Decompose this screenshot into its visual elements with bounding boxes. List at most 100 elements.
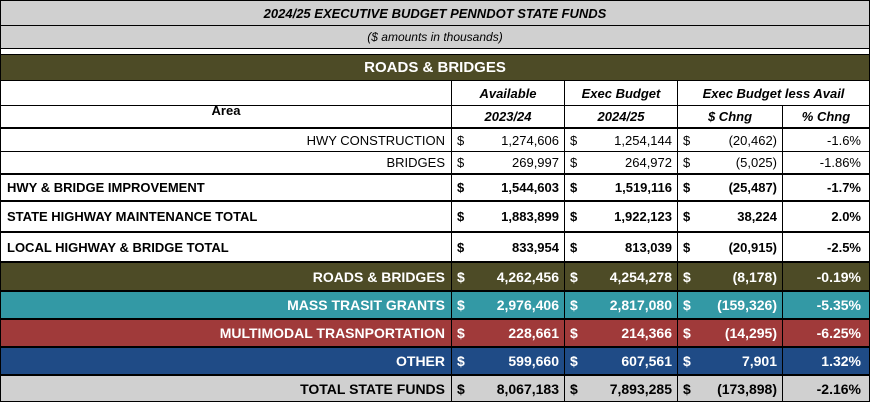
pct-value: 1.32% bbox=[821, 353, 861, 369]
exec-value: 1,922,123 bbox=[614, 209, 672, 224]
row-label: BRIDGES bbox=[1, 152, 452, 173]
currency-sign: $ bbox=[570, 132, 578, 148]
row-available: $228,661 bbox=[452, 320, 565, 346]
row-available: $269,997 bbox=[452, 152, 565, 173]
table-row: STATE HIGHWAY MAINTENANCE TOTAL $1,883,8… bbox=[1, 202, 869, 233]
currency-sign: $ bbox=[683, 380, 691, 397]
currency-sign: $ bbox=[457, 353, 465, 369]
exec-value: 4,254,278 bbox=[609, 268, 672, 285]
currency-sign: $ bbox=[570, 239, 578, 255]
exec-value: 607,561 bbox=[621, 353, 672, 369]
row-label: MASS TRASIT GRANTS bbox=[1, 292, 452, 318]
currency-sign: $ bbox=[457, 155, 465, 170]
currency-sign: $ bbox=[570, 325, 578, 341]
row-change: $7,901 bbox=[678, 348, 783, 374]
row-change: $ (14,295) bbox=[678, 320, 783, 346]
pct-value: -6.25% bbox=[816, 325, 861, 341]
header-exec-budget: Exec Budget bbox=[565, 81, 678, 105]
currency-sign: $ bbox=[683, 209, 691, 224]
currency-sign: $ bbox=[683, 325, 691, 341]
exec-value: 2,817,080 bbox=[609, 297, 672, 313]
row-pct: 2.0% bbox=[783, 202, 869, 231]
currency-sign: $ bbox=[683, 268, 691, 285]
spacer bbox=[1, 49, 869, 55]
table-row: MULTIMODAL TRASNPORTATION $228,661 $214,… bbox=[1, 320, 869, 348]
currency-sign: $ bbox=[457, 132, 465, 148]
row-change: $38,224 bbox=[678, 202, 783, 231]
header-year-next-label: 2024/25 bbox=[597, 109, 645, 124]
change-value: (14,295) bbox=[724, 325, 777, 341]
header-area-blank bbox=[1, 81, 452, 105]
available-value: 1,883,899 bbox=[501, 209, 559, 224]
currency-sign: $ bbox=[570, 297, 578, 313]
exec-value: 264,972 bbox=[625, 155, 672, 170]
row-label: OTHER bbox=[1, 348, 452, 374]
currency-sign: $ bbox=[457, 239, 465, 255]
header-exec-less-avail-label: Exec Budget less Avail bbox=[702, 85, 845, 101]
header-year-next: 2024/25 bbox=[565, 106, 678, 127]
subtitle-text: ($ amounts in thousands) bbox=[367, 30, 503, 44]
change-value: (20,915) bbox=[728, 239, 777, 255]
table-row: TOTAL STATE FUNDS $8,067,183 $7,893,285 … bbox=[1, 376, 869, 401]
change-value: (8,178) bbox=[732, 268, 777, 285]
row-label: HWY & BRIDGE IMPROVEMENT bbox=[1, 175, 452, 200]
pct-value: -0.19% bbox=[816, 268, 861, 285]
table-row: OTHER $599,660 $607,561 $7,901 1.32% bbox=[1, 348, 869, 376]
currency-sign: $ bbox=[570, 209, 578, 224]
row-label: MULTIMODAL TRASNPORTATION bbox=[1, 320, 452, 346]
pct-value: -2.16% bbox=[816, 380, 861, 397]
table-subtitle: ($ amounts in thousands) bbox=[1, 26, 869, 49]
row-label-text: MASS TRASIT GRANTS bbox=[287, 297, 445, 313]
row-available: $833,954 bbox=[452, 233, 565, 261]
change-value: (25,487) bbox=[728, 180, 777, 195]
row-exec: $7,893,285 bbox=[565, 376, 678, 401]
currency-sign: $ bbox=[457, 297, 465, 313]
row-available: $1,544,603 bbox=[452, 175, 565, 200]
table-row: MASS TRASIT GRANTS $2,976,406 $2,817,080… bbox=[1, 292, 869, 320]
row-exec: $4,254,278 bbox=[565, 263, 678, 290]
row-pct: -1.86% bbox=[783, 152, 869, 173]
pct-value: -1.6% bbox=[827, 132, 861, 148]
pct-value: -1.86% bbox=[819, 155, 861, 170]
pct-value: -1.7% bbox=[827, 180, 861, 195]
row-available: $8,067,183 bbox=[452, 376, 565, 401]
available-value: 833,954 bbox=[512, 239, 559, 255]
currency-sign: $ bbox=[683, 297, 691, 313]
currency-sign: $ bbox=[457, 268, 465, 285]
header-area-label: Area bbox=[211, 106, 241, 118]
section-title: ROADS & BRIDGES bbox=[1, 55, 869, 81]
header-year-prev: 2023/24 bbox=[452, 106, 565, 127]
table-row: BRIDGES $269,997 $264,972 $ (5,025) -1.86… bbox=[1, 152, 869, 175]
row-label: TOTAL STATE FUNDS bbox=[1, 376, 452, 401]
header-exec-budget-label: Exec Budget bbox=[581, 85, 661, 101]
currency-sign: $ bbox=[570, 268, 578, 285]
row-pct: -1.7% bbox=[783, 175, 869, 200]
row-label: HWY CONSTRUCTION bbox=[1, 129, 452, 151]
exec-value: 813,039 bbox=[625, 239, 672, 255]
available-value: 228,661 bbox=[508, 325, 559, 341]
row-change: $ (173,898) bbox=[678, 376, 783, 401]
header-dollar-chng-label: $ Chng bbox=[707, 109, 753, 124]
row-exec: $1,922,123 bbox=[565, 202, 678, 231]
exec-value: 1,254,144 bbox=[614, 132, 672, 148]
pct-value: -2.5% bbox=[827, 239, 861, 255]
header-area: Area bbox=[1, 106, 452, 127]
pct-value: -5.35% bbox=[816, 297, 861, 313]
row-label: LOCAL HIGHWAY & BRIDGE TOTAL bbox=[1, 233, 452, 261]
available-value: 1,544,603 bbox=[501, 180, 559, 195]
row-change: $ (159,326) bbox=[678, 292, 783, 318]
row-available: $1,274,606 bbox=[452, 129, 565, 151]
currency-sign: $ bbox=[683, 239, 691, 255]
currency-sign: $ bbox=[683, 132, 691, 148]
currency-sign: $ bbox=[570, 380, 578, 397]
available-value: 8,067,183 bbox=[496, 380, 559, 397]
change-value: (20,462) bbox=[728, 132, 777, 148]
row-pct: -2.16% bbox=[783, 376, 869, 401]
row-change: $ (25,487) bbox=[678, 175, 783, 200]
row-pct: -5.35% bbox=[783, 292, 869, 318]
row-label-text: HWY CONSTRUCTION bbox=[306, 132, 445, 148]
pct-value: 2.0% bbox=[831, 209, 861, 224]
change-value: (173,898) bbox=[717, 380, 777, 397]
row-pct: -2.5% bbox=[783, 233, 869, 261]
available-value: 269,997 bbox=[512, 155, 559, 170]
